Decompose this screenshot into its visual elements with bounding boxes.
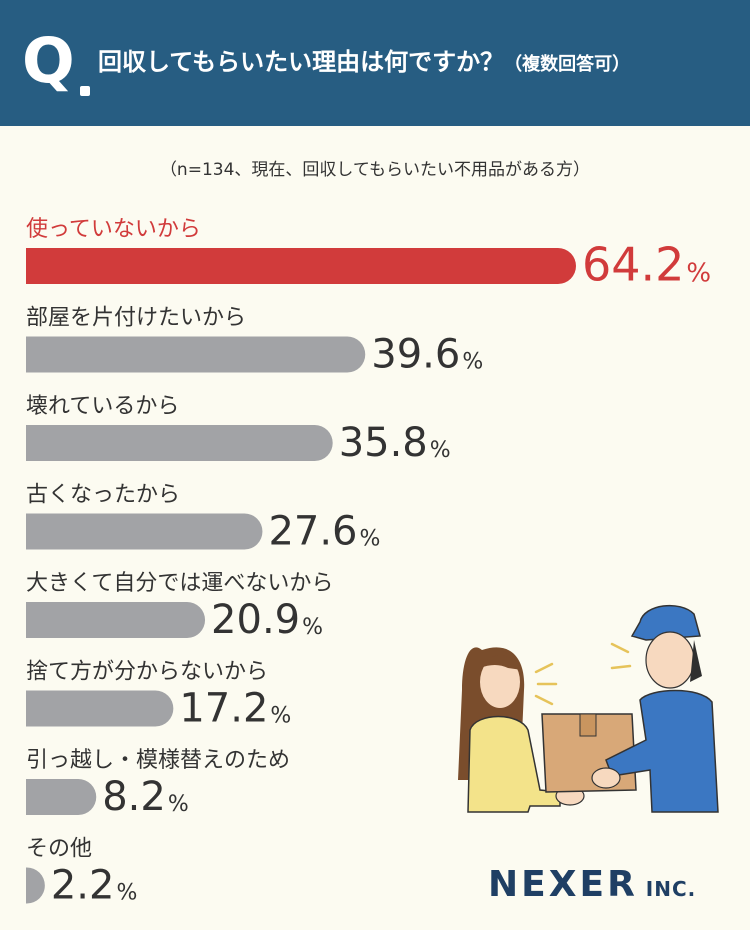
value-label: 64.2 [582,238,684,292]
worker-uniform-icon [605,689,719,813]
woman-face-icon [480,656,520,708]
value-label: 39.6 [371,332,460,378]
value-label: 8.2 [102,774,166,820]
delivery-illustration [458,604,719,813]
category-label: 壊れているから [26,394,179,419]
brand-main: NEXER [488,864,638,905]
category-label: 使っていないから [26,217,201,242]
category-label: 古くなったから [26,483,180,508]
category-label: 引っ越し・模様替えのため [26,748,290,773]
value-label: 2.2 [51,863,115,909]
unit-label: % [302,615,323,640]
unit-label: % [270,704,291,729]
brand-sub: INC. [645,877,697,901]
question-text: 回収してもらいたい理由は何ですか？ [98,48,505,76]
question-title: 回収してもらいたい理由は何ですか？（複数回答可） [98,42,630,85]
bar [26,779,97,815]
category-label: 部屋を片付けたいから [26,306,246,331]
bar [26,336,366,373]
category-label: 捨て方が分からないから [26,660,268,685]
unit-label: % [686,259,711,289]
question-note: （複数回答可） [504,54,631,75]
worker-face-icon [645,631,695,689]
value-label: 20.9 [211,597,300,643]
bar [26,248,576,284]
sample-note: （n=134、現在、回収してもらいたい不用品がある方） [159,160,591,180]
bar [26,425,333,461]
woman-sweater-icon [467,715,561,813]
header-banner: Q 回収してもらいたい理由は何ですか？（複数回答可） [0,0,750,126]
value-label: 17.2 [179,686,268,732]
unit-label: % [360,527,381,552]
bar [26,867,45,904]
bar [26,513,263,550]
bar [26,602,206,638]
nexer-logo: NEXER INC. [488,864,696,905]
category-label: 大きくて自分では運べないから [26,571,333,596]
unit-label: % [168,792,189,817]
unit-label: % [116,881,137,906]
q-letter: Q [22,24,75,97]
unit-label: % [430,438,451,463]
unit-label: % [462,350,483,375]
value-label: 27.6 [268,509,357,555]
bar [26,690,174,727]
category-label: その他 [26,837,92,862]
value-label: 35.8 [339,420,428,466]
q-dot [80,86,90,96]
